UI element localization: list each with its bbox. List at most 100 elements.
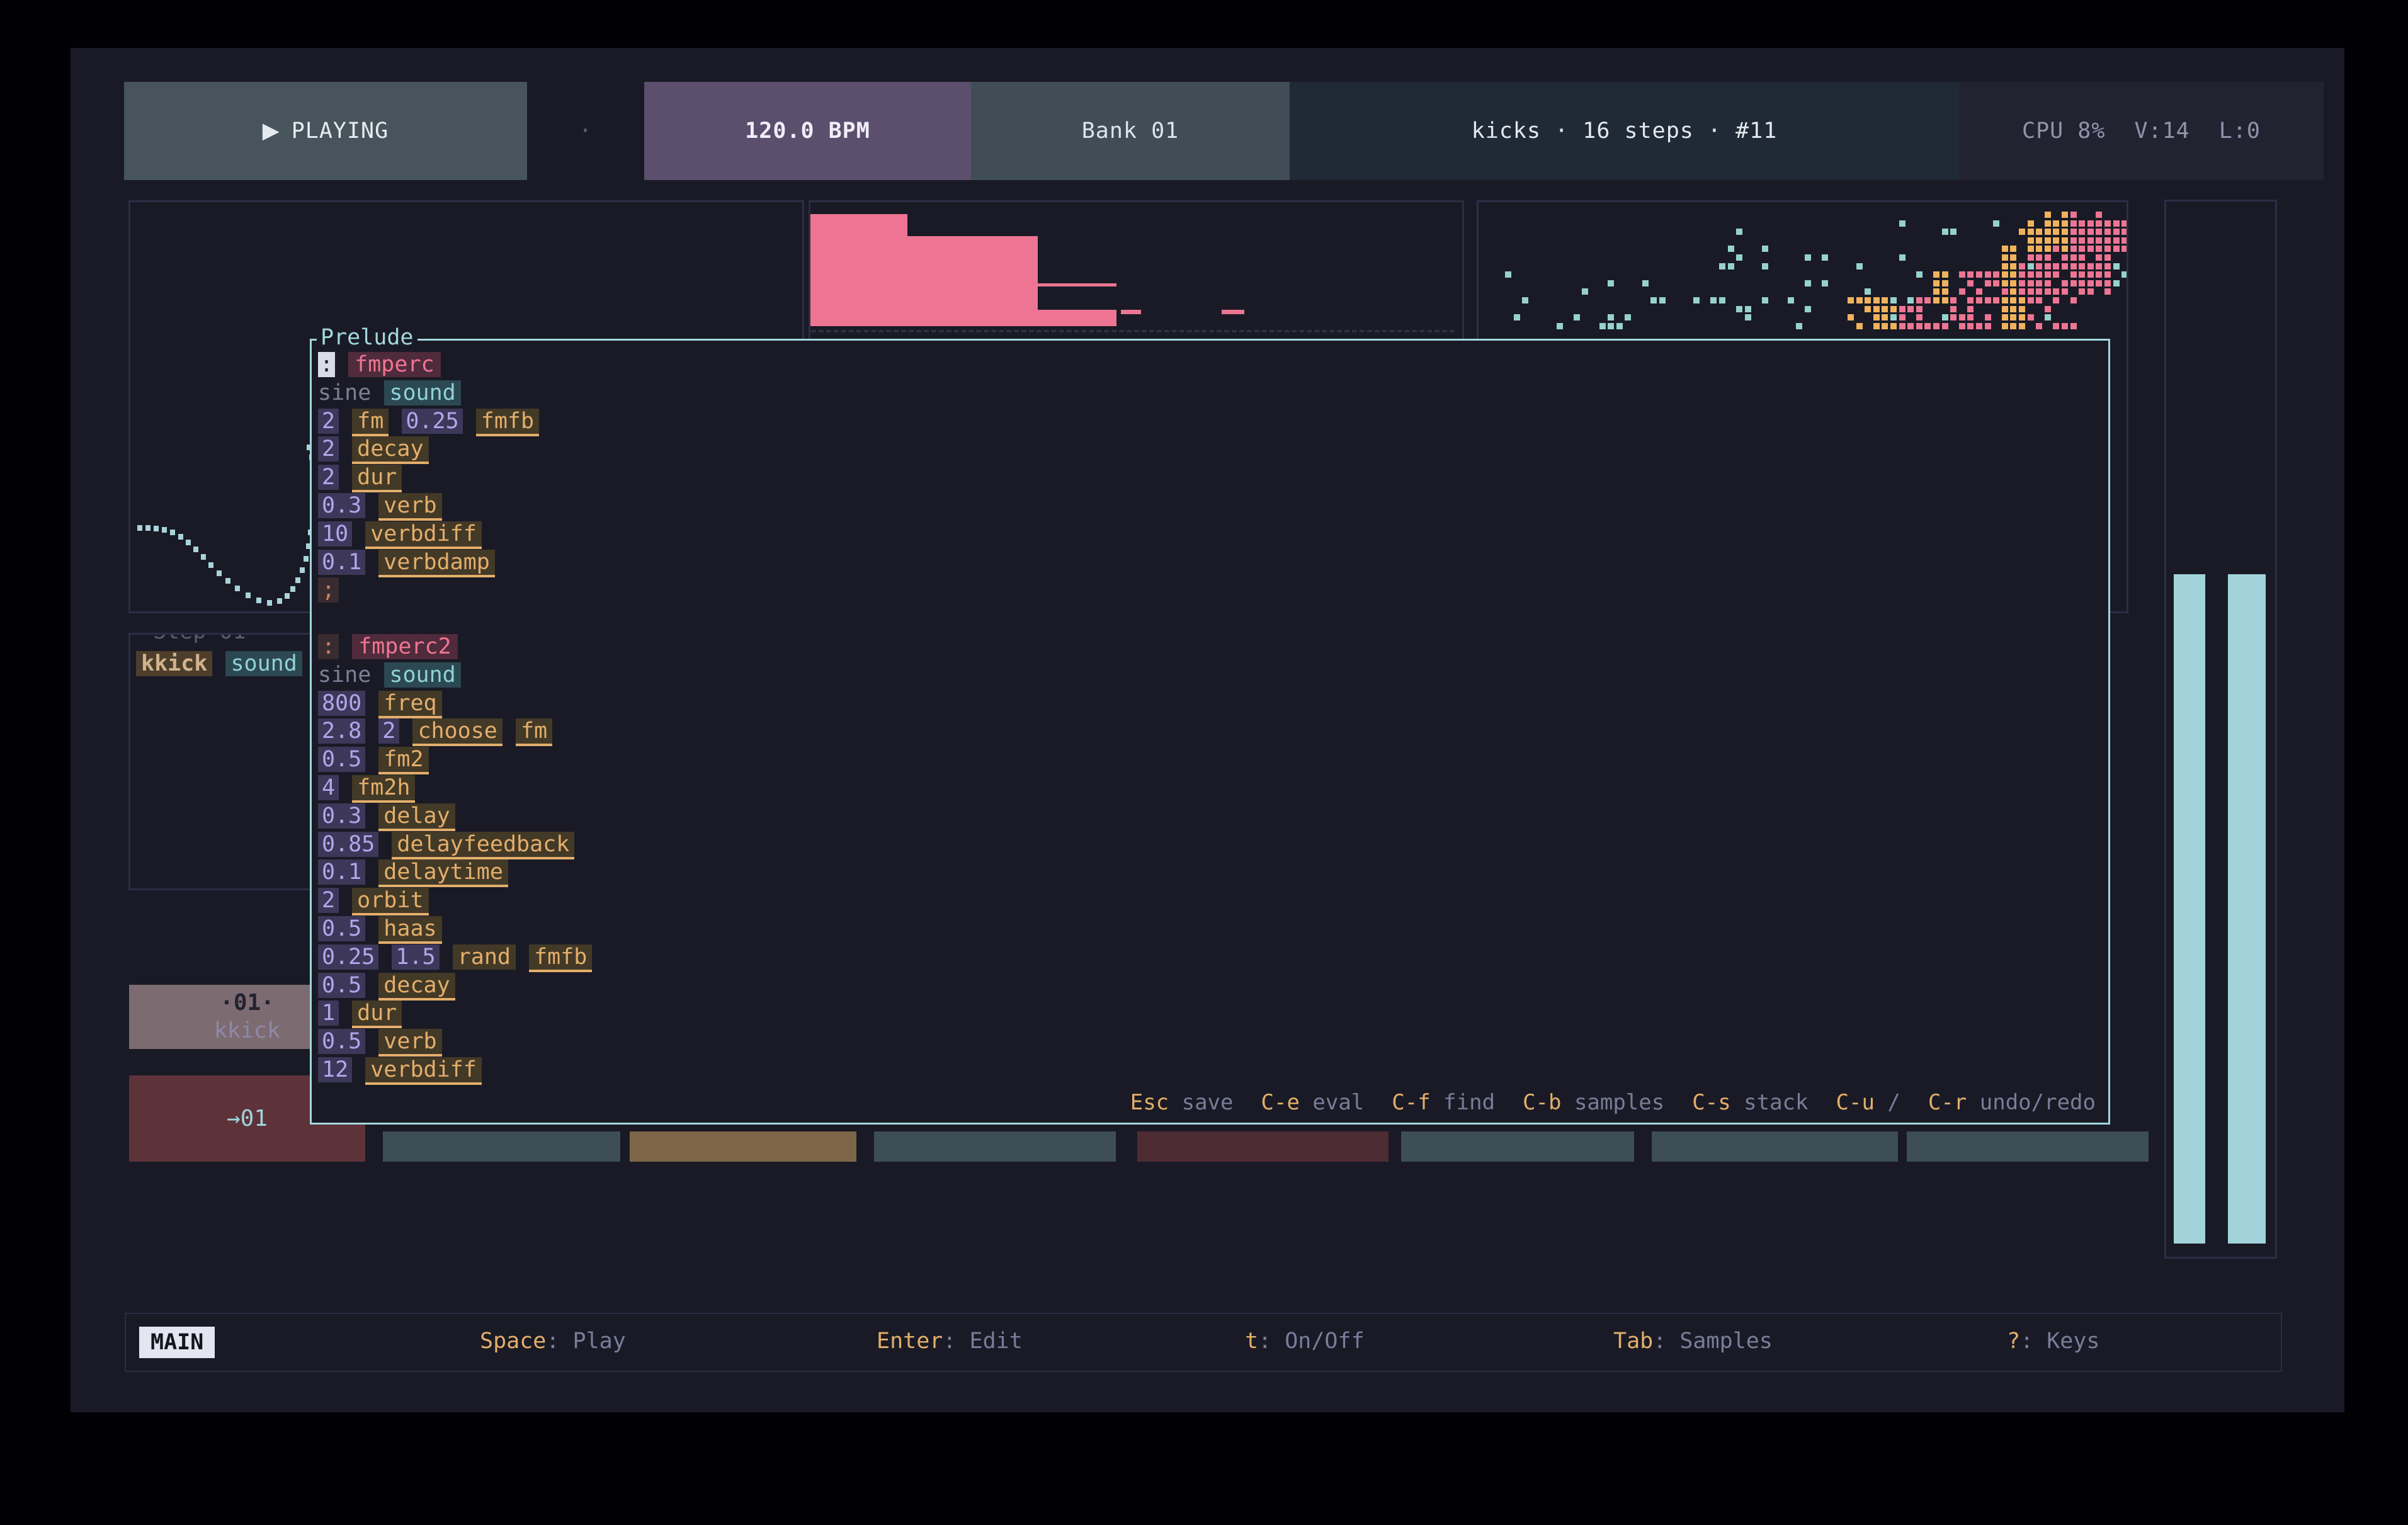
code-token: 1.5: [392, 944, 440, 970]
code-line[interactable]: ;: [318, 576, 592, 604]
scatter-dot: [1822, 280, 1828, 286]
code-token: ;: [318, 577, 339, 603]
scatter-dot: [2019, 263, 2025, 269]
step-cell[interactable]: [1401, 1131, 1634, 1162]
scatter-dot: [1805, 254, 1811, 261]
scatter-dot: [1993, 297, 1999, 303]
scatter-dot: [1873, 306, 1880, 312]
code-token: [378, 944, 392, 970]
code-token: [365, 803, 378, 829]
scatter-dot: [1916, 306, 1922, 312]
scatter-dot: [1856, 323, 1863, 329]
code-line[interactable]: 0.3 verb: [318, 492, 592, 521]
scatter-dot: [2036, 288, 2042, 295]
waveform-dot: [304, 556, 309, 562]
scatter-dot: [2104, 254, 2111, 261]
scatter-dot: [1942, 288, 1948, 295]
waveform-dot: [225, 578, 230, 584]
scatter-dot: [2019, 314, 2025, 320]
scatter-dot: [2045, 271, 2051, 278]
scatter-dot: [1899, 323, 1905, 329]
code-line[interactable]: 0.85 delayfeedback: [318, 831, 592, 859]
scatter-dot: [1625, 314, 1631, 320]
scatter-dot: [2087, 280, 2094, 286]
code-line[interactable]: 10 verbdiff: [318, 520, 592, 549]
scatter-dot: [2070, 323, 2077, 329]
code-line[interactable]: sine sound: [318, 661, 592, 689]
mode-badge: MAIN: [139, 1327, 215, 1358]
prelude-editor[interactable]: Prelude : fmperc sine sound 2 fm 0.25 fmfb…: [310, 325, 2110, 1125]
code-token: 0.3: [318, 803, 366, 829]
scatter-dot: [1848, 297, 1854, 303]
scatter-dot: [1890, 306, 1897, 312]
hint-C-r: C-r undo/redo: [1928, 1090, 2096, 1115]
code-line[interactable]: 0.1 verbdamp: [318, 548, 592, 577]
scatter-dot: [1985, 271, 1991, 278]
code-line[interactable]: 800 freq: [318, 689, 592, 718]
hint-C-b: C-b samples: [1523, 1090, 1665, 1115]
step-cell[interactable]: [1137, 1131, 1389, 1162]
scatter-dot: [1856, 297, 1863, 303]
scatter-dot: [1916, 323, 1922, 329]
scatter-dot: [1907, 323, 1914, 329]
code-line[interactable]: 0.25 1.5 rand fmfb: [318, 943, 593, 972]
bpm-display[interactable]: 120.0 BPM: [644, 82, 971, 180]
code-line[interactable]: 2 orbit: [318, 887, 592, 916]
step-cell[interactable]: [630, 1131, 856, 1162]
code-line[interactable]: 2 dur: [318, 463, 592, 493]
scatter-dot: [2087, 263, 2094, 269]
code-line[interactable]: : fmperc: [318, 351, 592, 379]
scatter-dot: [1967, 280, 1974, 286]
code-token: 0.3: [318, 492, 366, 518]
scatter-dot: [2104, 271, 2111, 278]
scatter-dot: [2070, 254, 2077, 261]
code-token: [339, 634, 352, 659]
scatter-dot: [1805, 306, 1811, 312]
step-cell[interactable]: [1652, 1131, 1898, 1162]
step-expression[interactable]: kkick sound 4: [136, 651, 336, 676]
code-line[interactable]: 2 fm 0.25 fmfb: [318, 407, 592, 436]
scatter-dot: [1959, 288, 1965, 295]
code-token: 800: [318, 690, 366, 716]
scatter-dot: [2002, 254, 2008, 261]
code-line[interactable]: 0.5 decay: [318, 972, 592, 1001]
editor-code[interactable]: : fmperc sine sound 2 fm 0.25 fmfb 2 decay 2…: [318, 351, 593, 1085]
bank-display[interactable]: Bank 01: [971, 82, 1290, 180]
scatter-dot: [1557, 323, 1563, 329]
code-token: 2: [318, 465, 339, 490]
scatter-dot: [2121, 271, 2127, 278]
waveform-dot: [137, 525, 142, 531]
scatter-dot: [1916, 297, 1922, 303]
code-line[interactable]: 1 dur: [318, 999, 592, 1029]
waveform-dot: [246, 592, 251, 598]
code-line[interactable]: 0.5 verb: [318, 1028, 592, 1057]
scatter-dot: [2113, 229, 2120, 235]
scatter-dot: [1719, 297, 1725, 303]
code-line[interactable]: 0.5 haas: [318, 915, 592, 944]
code-line[interactable]: 12 verbdiff: [318, 1056, 592, 1085]
code-line[interactable]: 0.1 delaytime: [318, 858, 592, 888]
code-line[interactable]: 0.5 fm2: [318, 745, 592, 775]
code-line[interactable]: sine sound: [318, 379, 592, 407]
code-line[interactable]: 2 decay: [318, 435, 592, 465]
scatter-dot: [1985, 280, 1991, 286]
code-line[interactable]: 0.3 delay: [318, 802, 592, 831]
histogram-bar: [1038, 283, 1116, 286]
code-line[interactable]: 2.8 2 choose fm: [318, 717, 592, 747]
code-token: dur: [352, 465, 402, 493]
voices-stat: V:14: [2134, 118, 2190, 144]
code-line[interactable]: [318, 604, 592, 633]
scatter-dot: [1788, 297, 1794, 303]
transport-status[interactable]: ▶ PLAYING: [124, 82, 527, 180]
code-line[interactable]: 4 fm2h: [318, 774, 592, 803]
scatter-dot: [2045, 220, 2051, 227]
scatter-dot: [2028, 237, 2034, 244]
step-cell[interactable]: [383, 1131, 620, 1162]
code-token: decay: [352, 436, 429, 465]
scatter-dot: [2053, 229, 2059, 235]
waveform-dot: [290, 586, 295, 592]
step-cell[interactable]: [1907, 1131, 2149, 1162]
step-cell[interactable]: [874, 1131, 1116, 1162]
scatter-dot: [2113, 237, 2120, 244]
code-line[interactable]: : fmperc2: [318, 633, 592, 661]
